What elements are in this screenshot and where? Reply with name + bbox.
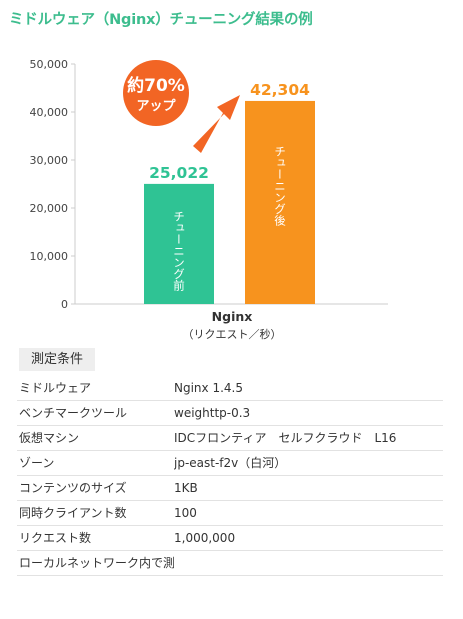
x-axis-sublabel: （リクエスト／秒）	[183, 327, 282, 341]
condition-value: Nginx 1.4.5	[174, 381, 243, 395]
condition-key: ミドルウェア	[19, 381, 92, 395]
condition-row: ローカルネットワーク内で測定	[17, 551, 443, 576]
conditions-table: ミドルウェア Nginx 1.4.5 ベンチマークツール weighttp-0.3 仮想…	[17, 376, 443, 576]
bar-series-label: チューニング前	[172, 210, 186, 291]
condition-value: jp-east-f2v（白河）	[174, 456, 287, 470]
data-label: 42,304	[250, 81, 310, 99]
x-axis-label: Nginx	[212, 309, 253, 324]
condition-value: IDCフロンティア セルフクラウド L16	[174, 431, 397, 445]
y-tick-label: 0	[61, 298, 68, 311]
condition-key: ベンチマークツール	[19, 406, 128, 420]
conditions-heading: 測定条件	[19, 348, 95, 371]
bar	[144, 183, 214, 304]
condition-key: コンテンツのサイズ	[19, 481, 127, 495]
y-tick-label: 10,000	[30, 250, 69, 263]
data-label: 25,022	[149, 164, 209, 182]
condition-row: ミドルウェア Nginx 1.4.5	[17, 376, 443, 401]
y-tick-label: 50,000	[30, 58, 69, 71]
increase-badge	[123, 60, 189, 126]
condition-key: ゾーン	[19, 456, 55, 470]
condition-row: ベンチマークツール weighttp-0.3	[17, 401, 443, 426]
condition-key: ローカルネットワーク内で測定	[19, 556, 174, 570]
increase-badge-percent: 約70%	[127, 75, 185, 96]
bar	[245, 100, 315, 305]
page-title: ミドルウェア（Nginx）チューニング結果の例	[9, 12, 313, 28]
condition-value: 1KB	[174, 481, 198, 495]
condition-row: リクエスト数 1,000,000	[17, 526, 443, 551]
y-tick-label: 20,000	[30, 202, 69, 215]
bar-series-label: チューニング後	[273, 146, 287, 227]
condition-row: コンテンツのサイズ 1KB	[17, 476, 443, 501]
condition-value: 100	[174, 506, 197, 520]
condition-key: リクエスト数	[19, 531, 92, 545]
condition-row: ゾーン jp-east-f2v（白河）	[17, 451, 443, 476]
bar-chart: 0 10,000 20,000 30,000 40,000 50,000 25,022 チュー…	[30, 58, 388, 341]
condition-key: 仮想マシン	[19, 431, 80, 445]
condition-value: 1,000,000	[174, 531, 236, 545]
condition-value: weighttp-0.3	[174, 406, 251, 420]
condition-key: 同時クライアント数	[19, 506, 127, 520]
y-tick-label: 30,000	[30, 154, 69, 167]
condition-row: 仮想マシン IDCフロンティア セルフクラウド L16	[17, 426, 443, 451]
condition-value	[174, 551, 443, 575]
increase-arrow-icon	[193, 95, 240, 153]
y-tick-label: 40,000	[30, 106, 69, 119]
condition-row: 同時クライアント数 100	[17, 501, 443, 526]
increase-badge-text: アップ	[136, 99, 176, 114]
